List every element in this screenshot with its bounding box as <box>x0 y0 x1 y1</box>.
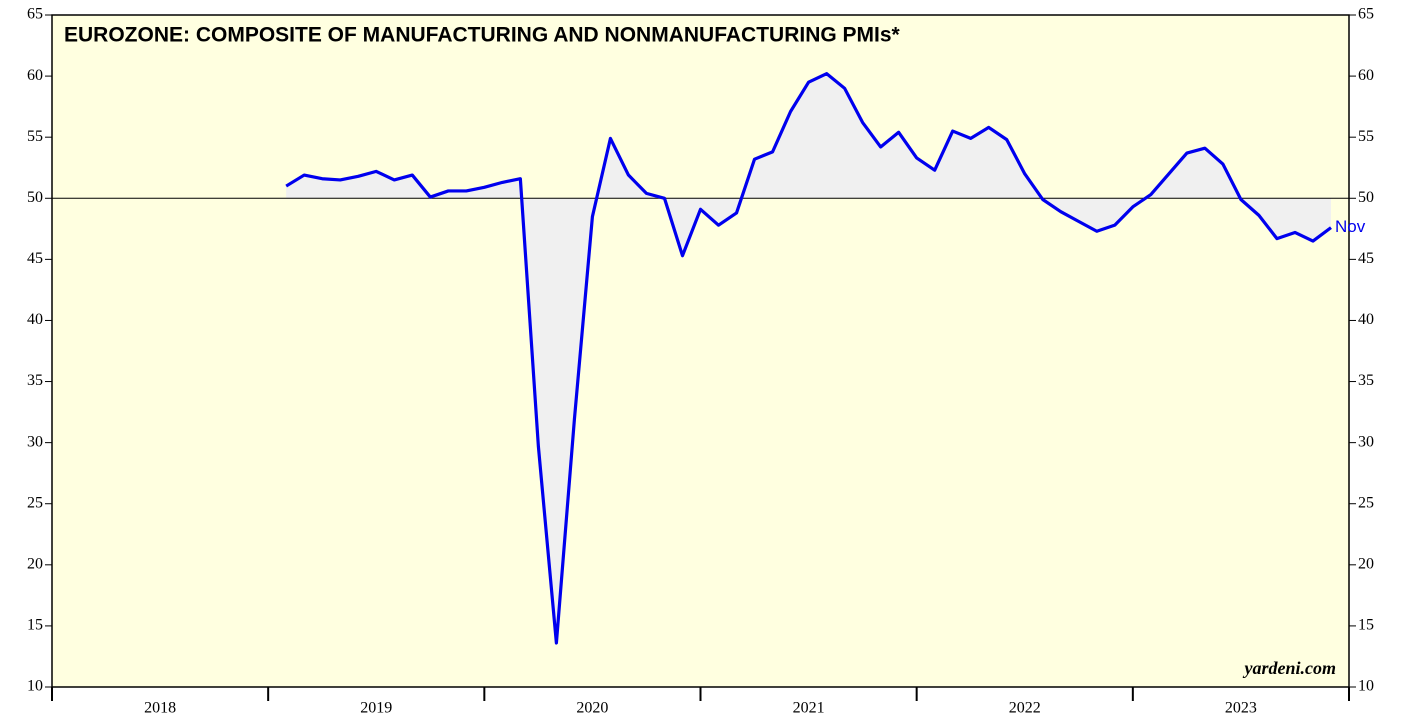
y2-tick-label: 35 <box>1358 372 1374 389</box>
y2-tick-label: 30 <box>1358 433 1374 450</box>
y2-tick-label: 50 <box>1358 189 1374 206</box>
x-tick-label: 2020 <box>576 700 608 717</box>
line <box>285 72 1332 645</box>
x-tick-label: 2018 <box>144 700 176 717</box>
y2-tick-label: 60 <box>1358 67 1374 84</box>
x-tick-label: 2021 <box>793 700 825 717</box>
x-tick-label: 2023 <box>1225 700 1257 717</box>
chart-title: EUROZONE: COMPOSITE OF MANUFACTURING AND… <box>64 24 901 47</box>
y-tick-label: 20 <box>27 555 43 572</box>
x-tick-label: 2022 <box>1009 700 1041 717</box>
y-tick-label: 25 <box>27 494 43 511</box>
y2-tick-label: 40 <box>1358 311 1374 328</box>
y-tick-label: 10 <box>27 678 43 695</box>
y-tick-label: 50 <box>27 189 43 206</box>
end-label: Nov <box>1335 217 1366 236</box>
y-tick-label: 40 <box>27 311 43 328</box>
x-tick-label: 2019 <box>360 700 392 717</box>
y2-tick-label: 65 <box>1358 6 1374 23</box>
y2-tick-label: 10 <box>1358 678 1374 695</box>
y-tick-label: 65 <box>27 6 43 23</box>
y2-tick-label: 25 <box>1358 494 1374 511</box>
plot-area <box>51 14 1350 688</box>
y2-tick-label: 20 <box>1358 555 1374 572</box>
y-tick-label: 15 <box>27 617 43 634</box>
y-tick-label: 30 <box>27 433 43 450</box>
y-tick-label: 35 <box>27 372 43 389</box>
y2-tick-label: 55 <box>1358 128 1374 145</box>
y2-tick-label: 45 <box>1358 250 1374 267</box>
y2-tick-label: 15 <box>1358 617 1374 634</box>
source: yardeni.com <box>1243 658 1337 678</box>
marks <box>52 72 1349 645</box>
y-tick-label: 60 <box>27 67 43 84</box>
y-tick-label: 45 <box>27 250 43 267</box>
y-tick-label: 55 <box>27 128 43 145</box>
